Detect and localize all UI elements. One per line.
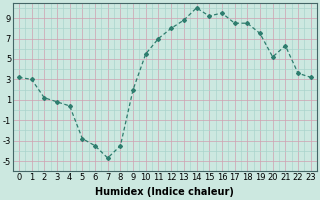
X-axis label: Humidex (Indice chaleur): Humidex (Indice chaleur) (95, 187, 234, 197)
